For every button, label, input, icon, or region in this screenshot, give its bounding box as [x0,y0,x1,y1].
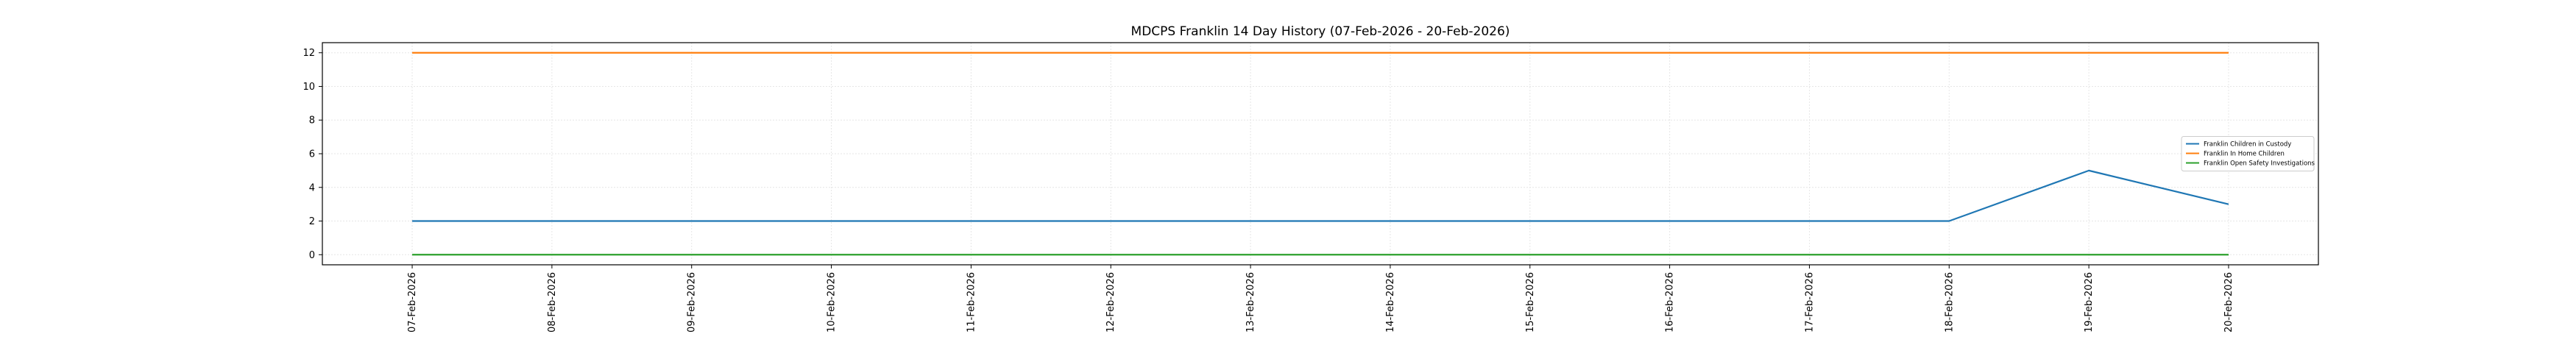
legend-label: Franklin Open Safety Investigations [2204,160,2315,168]
legend-label: Franklin Children in Custody [2204,141,2291,149]
x-tick-label: 07-Feb-2026 [407,272,418,332]
x-tick-label: 09-Feb-2026 [687,272,698,332]
legend: Franklin Children in Custody Franklin In … [2181,136,2315,171]
x-tick-label: 18-Feb-2026 [1944,272,1955,332]
axes: 0 2 4 6 8 10 12 07-Feb-2026 08-Feb-2026 09-Feb-20… [302,48,2234,332]
x-tick-label: 12-Feb-2026 [1105,272,1117,332]
x-tick-label: 14-Feb-2026 [1385,272,1396,332]
x-tick-label: 13-Feb-2026 [1245,272,1256,332]
x-tick-label: 11-Feb-2026 [966,272,977,332]
series-lines [412,51,2229,256]
y-tick-label: 6 [309,149,315,160]
y-tick-label: 4 [309,182,315,193]
y-tick-label: 8 [309,115,315,127]
x-tick-label: 08-Feb-2026 [547,272,558,332]
x-tick-label: 15-Feb-2026 [1525,272,1536,332]
x-tick-label: 19-Feb-2026 [2084,272,2095,332]
y-tick-label: 0 [309,250,315,261]
x-tick-label: 17-Feb-2026 [1804,272,1815,332]
legend-label: Franklin In Home Children [2204,151,2285,158]
legend-box [2181,136,2315,171]
y-tick-label: 2 [309,216,315,227]
x-tick-label: 20-Feb-2026 [2223,272,2234,332]
y-tick-label: 12 [302,48,315,59]
y-tick-label: 10 [302,82,315,93]
x-tick-label: 10-Feb-2026 [827,272,838,332]
grid [322,43,2318,265]
series-line-1 [412,169,2229,222]
chart-title: MDCPS Franklin 14 Day History (07-Feb-20… [1131,24,1510,39]
x-tick-label: 16-Feb-2026 [1665,272,1676,332]
